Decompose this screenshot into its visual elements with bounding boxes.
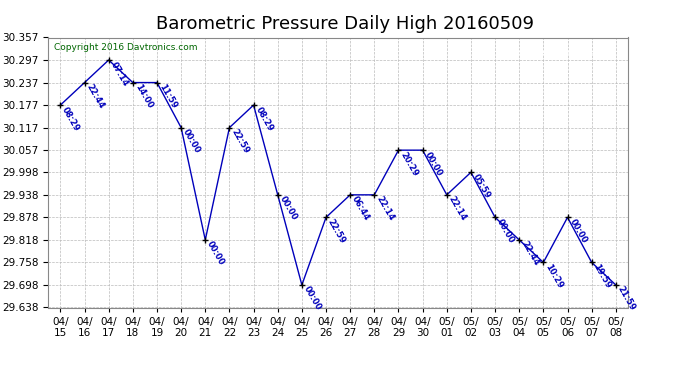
Text: 22:44: 22:44 (85, 82, 106, 110)
Text: 10:29: 10:29 (544, 262, 564, 290)
Text: Copyright 2016 Davtronics.com: Copyright 2016 Davtronics.com (54, 43, 197, 52)
Text: 06:44: 06:44 (350, 195, 371, 222)
Text: 00:00: 00:00 (422, 150, 444, 177)
Text: 07:14: 07:14 (109, 60, 130, 88)
Text: 22:44: 22:44 (519, 240, 540, 268)
Text: 08:29: 08:29 (61, 105, 81, 132)
Text: 11:59: 11:59 (157, 82, 178, 110)
Text: 00:00: 00:00 (302, 285, 323, 312)
Text: 14:00: 14:00 (132, 82, 154, 110)
Text: 05:59: 05:59 (471, 172, 492, 200)
Text: 21:59: 21:59 (615, 285, 637, 313)
Text: 22:14: 22:14 (447, 195, 468, 223)
Text: 22:59: 22:59 (229, 128, 250, 155)
Text: 22:14: 22:14 (374, 195, 395, 223)
Text: 00:00: 00:00 (277, 195, 299, 222)
Text: 20:29: 20:29 (398, 150, 420, 178)
Text: 19:59: 19:59 (591, 262, 613, 290)
Text: 22:59: 22:59 (326, 217, 347, 245)
Text: 08:29: 08:29 (254, 105, 275, 132)
Text: 00:00: 00:00 (567, 217, 589, 245)
Text: Barometric Pressure Daily High 20160509: Barometric Pressure Daily High 20160509 (156, 15, 534, 33)
Text: 00:00: 00:00 (495, 217, 516, 245)
Text: 00:00: 00:00 (206, 240, 226, 267)
Text: 00:00: 00:00 (181, 128, 202, 155)
